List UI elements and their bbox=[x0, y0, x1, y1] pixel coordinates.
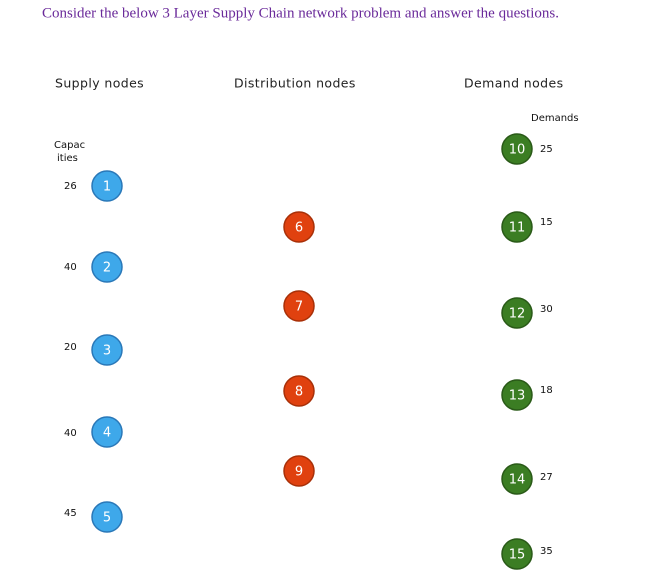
node-label: 2 bbox=[103, 261, 111, 276]
capacities-label: ities bbox=[57, 153, 78, 164]
node-label: 14 bbox=[509, 473, 526, 488]
node bbox=[283, 375, 315, 407]
node bbox=[91, 334, 123, 366]
column-header: Supply nodes bbox=[55, 76, 144, 91]
node-label: 4 bbox=[103, 426, 111, 441]
node-label: 11 bbox=[509, 221, 526, 236]
demand: 27 bbox=[540, 472, 553, 483]
node bbox=[501, 297, 533, 329]
node-label: 1 bbox=[103, 180, 111, 195]
node bbox=[91, 251, 123, 283]
demand: 18 bbox=[540, 385, 553, 396]
node-label: 10 bbox=[509, 143, 526, 158]
node-label: 7 bbox=[295, 300, 303, 315]
node bbox=[501, 133, 533, 165]
node bbox=[283, 455, 315, 487]
demands-label: Demands bbox=[531, 113, 579, 124]
node bbox=[91, 501, 123, 533]
demand: 25 bbox=[540, 144, 553, 155]
node-label: 6 bbox=[295, 221, 303, 236]
node-label: 8 bbox=[295, 385, 303, 400]
node bbox=[501, 379, 533, 411]
title: Consider the below 3 Layer Supply Chain … bbox=[42, 5, 559, 21]
demand: 35 bbox=[540, 546, 553, 557]
node bbox=[501, 211, 533, 243]
node bbox=[501, 538, 533, 570]
capacity: 45 bbox=[64, 508, 77, 519]
node bbox=[283, 290, 315, 322]
column-header: Demand nodes bbox=[464, 76, 564, 91]
demand: 30 bbox=[540, 304, 553, 315]
capacity: 20 bbox=[64, 342, 77, 353]
capacity: 40 bbox=[64, 428, 77, 439]
node-label: 13 bbox=[509, 389, 526, 404]
node-label: 9 bbox=[295, 465, 303, 480]
node-label: 5 bbox=[103, 511, 111, 526]
node bbox=[283, 211, 315, 243]
capacity: 26 bbox=[64, 181, 77, 192]
demand: 15 bbox=[540, 217, 553, 228]
node-label: 12 bbox=[509, 307, 526, 322]
capacities-label: Capac bbox=[54, 140, 85, 151]
node bbox=[91, 416, 123, 448]
column-header: Distribution nodes bbox=[234, 76, 356, 91]
node-label: 15 bbox=[509, 548, 526, 563]
node-label: 3 bbox=[103, 344, 111, 359]
capacity: 40 bbox=[64, 262, 77, 273]
node bbox=[91, 170, 123, 202]
node bbox=[501, 463, 533, 495]
